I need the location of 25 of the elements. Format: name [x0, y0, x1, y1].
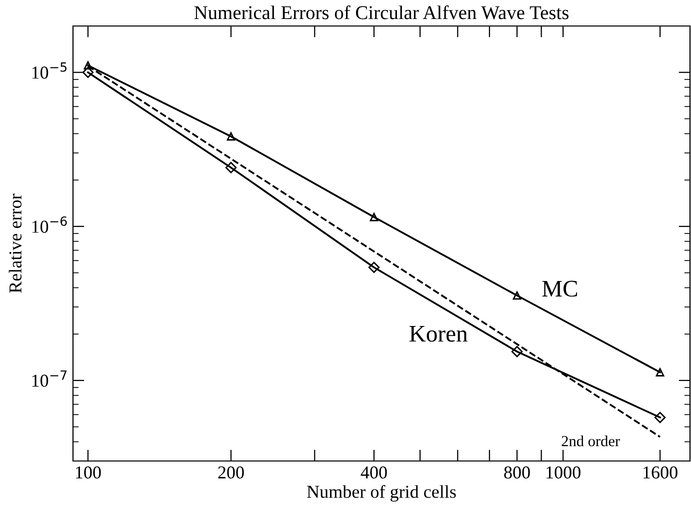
point: [512, 291, 522, 300]
x-axis-title: Number of grid cells: [307, 485, 456, 502]
point: [82, 66, 94, 78]
point: [656, 368, 664, 376]
series-label: 2nd order: [562, 436, 620, 446]
y-tick-label: 10$^{−7}$: [32, 370, 67, 387]
y-tick-label: 10$^{−5}$: [32, 62, 67, 79]
x-tick-label: 200: [218, 466, 244, 479]
point: [654, 412, 666, 424]
point: [511, 346, 523, 358]
y-tick-label: 10$^{−6}$: [32, 216, 67, 233]
y-axis-title: Relative error: [8, 194, 22, 293]
x-tick-label: 800: [504, 466, 530, 479]
chart-title: Numerical Errors of Circular Alfven Wave Tests: [194, 5, 569, 20]
point: [226, 132, 236, 141]
x-tick-label: 400: [360, 466, 387, 479]
series-label: MC: [542, 280, 577, 297]
point: [370, 212, 378, 222]
x-tick-label: 1000: [546, 466, 580, 479]
point: [225, 162, 237, 174]
x-tick-label: 100: [76, 466, 101, 479]
x-tick-label: 1600: [644, 466, 678, 479]
point: [84, 61, 92, 70]
point: [368, 262, 380, 273]
series-label: Koren: [410, 326, 468, 342]
